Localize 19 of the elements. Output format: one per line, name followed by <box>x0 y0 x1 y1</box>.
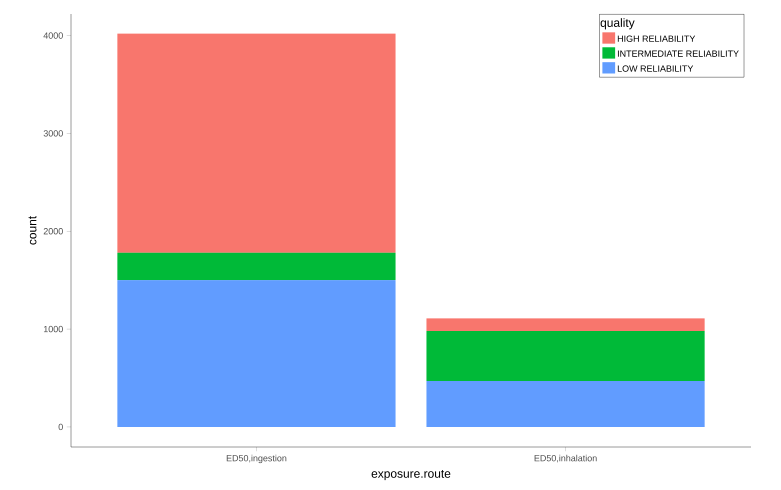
bar <box>117 280 396 427</box>
y-tick-label: 2000 <box>44 228 63 234</box>
x-tick-label: ED50,inhalation <box>534 454 597 462</box>
legend-label: LOW RELIABILITY <box>618 65 694 72</box>
bar <box>117 34 396 253</box>
y-tick-label: 0 <box>58 424 63 430</box>
bar <box>426 318 705 332</box>
legend-label: INTERMEDIATE RELIABILITY <box>618 50 739 57</box>
legend-title: quality <box>600 18 635 30</box>
y-tick-label: 1000 <box>44 326 63 332</box>
bar <box>426 380 705 427</box>
y-axis-title: count <box>28 216 36 245</box>
legend-label: HIGH RELIABILITY <box>618 36 696 42</box>
x-tick-label: ED50,ingestion <box>226 454 286 464</box>
y-tick-label: 3000 <box>44 130 63 137</box>
x-axis-title: exposure.route <box>372 470 450 480</box>
bar <box>117 252 396 280</box>
bar <box>426 331 705 381</box>
y-tick-label: 4000 <box>43 32 63 39</box>
